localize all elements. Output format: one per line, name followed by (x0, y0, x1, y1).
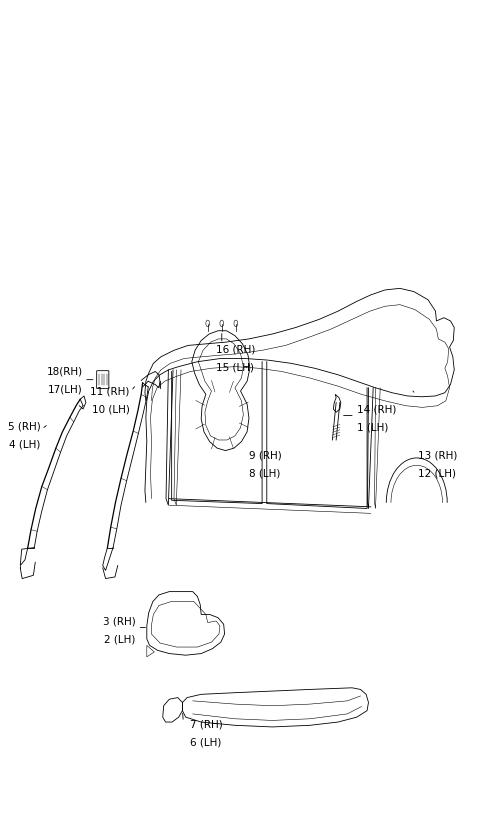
Text: 15 (LH): 15 (LH) (216, 362, 254, 372)
Text: 16 (RH): 16 (RH) (216, 344, 255, 354)
Text: 7 (RH): 7 (RH) (191, 719, 223, 730)
Text: 11 (RH): 11 (RH) (90, 387, 130, 397)
Text: 17(LH): 17(LH) (48, 384, 83, 394)
Text: 10 (LH): 10 (LH) (92, 405, 130, 415)
Text: 5 (RH): 5 (RH) (8, 421, 40, 431)
Text: 4 (LH): 4 (LH) (9, 439, 40, 449)
Text: 13 (RH): 13 (RH) (418, 451, 457, 461)
Text: 18(RH): 18(RH) (47, 366, 83, 376)
Text: 6 (LH): 6 (LH) (191, 738, 222, 748)
Text: 2 (LH): 2 (LH) (104, 635, 135, 645)
Text: 12 (LH): 12 (LH) (418, 469, 456, 479)
Text: 14 (RH): 14 (RH) (357, 405, 396, 415)
Text: 8 (LH): 8 (LH) (249, 469, 280, 479)
Text: 9 (RH): 9 (RH) (249, 451, 282, 461)
Text: 1 (LH): 1 (LH) (357, 423, 388, 433)
Text: 3 (RH): 3 (RH) (103, 617, 135, 627)
